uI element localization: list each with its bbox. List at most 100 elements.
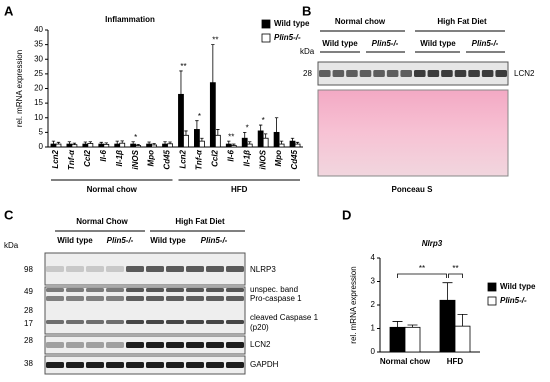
band-label: NLRP3 <box>250 265 276 274</box>
band <box>86 362 104 368</box>
x-tick-label: Cd45 <box>290 149 299 169</box>
band <box>427 70 440 77</box>
band <box>166 320 184 324</box>
band <box>66 362 84 368</box>
lane-label: Plin5-/- <box>201 236 228 245</box>
error-bar <box>56 141 61 145</box>
band <box>226 288 244 292</box>
x-tick-label: iNOS <box>258 149 267 169</box>
error-bar <box>195 120 199 130</box>
bar <box>230 145 237 148</box>
bar <box>225 143 232 148</box>
bar <box>199 140 205 148</box>
x-tick-label: Lcn2 <box>179 149 188 168</box>
error-bar <box>51 140 56 145</box>
error-bar <box>99 141 103 145</box>
x-tick-label: Il-6 <box>99 149 108 161</box>
group-label: Normal chow <box>335 17 386 26</box>
group-label: Normal chow <box>87 185 138 194</box>
band <box>66 288 84 292</box>
bar <box>162 143 168 148</box>
blot-panel <box>317 61 509 86</box>
comparison-label: ** <box>452 264 458 273</box>
band <box>146 296 164 301</box>
significance: ** <box>180 62 186 71</box>
bar <box>114 143 121 148</box>
y-tick-label: 3 <box>371 277 376 286</box>
error-bar <box>442 282 453 301</box>
error-bar <box>295 141 300 145</box>
band <box>226 296 244 301</box>
x-tick-label: Normal chow <box>380 357 431 366</box>
x-tick-label: Il-6 <box>226 149 235 161</box>
band <box>226 362 244 368</box>
bar <box>183 134 189 148</box>
band <box>346 70 358 77</box>
band <box>206 362 224 368</box>
band <box>359 70 372 77</box>
error-bar <box>263 133 268 139</box>
blot-panel <box>44 286 246 335</box>
band-label: unspec. band <box>250 285 298 294</box>
group-label: High Fat Diet <box>175 217 225 226</box>
marker-label: 98 <box>24 265 33 274</box>
y-tick-label: 10 <box>34 113 43 122</box>
bar <box>130 143 137 148</box>
error-bar <box>457 314 468 327</box>
band <box>126 296 144 301</box>
band-label: LCN2 <box>250 340 271 349</box>
unit-label: kDa <box>4 241 19 250</box>
band <box>66 266 84 272</box>
error-bar <box>274 117 279 133</box>
error-bar <box>136 143 140 146</box>
bar <box>241 137 248 148</box>
y-axis-label: rel. mRNA expression <box>15 50 24 127</box>
band <box>146 362 164 368</box>
band <box>46 320 64 324</box>
legend-swatch <box>487 296 497 306</box>
error-bar <box>211 44 215 83</box>
band <box>373 70 385 77</box>
lane-label: Plin5-/- <box>472 39 499 48</box>
blot-c: Normal Chow High Fat Diet Wild type Plin… <box>4 217 319 375</box>
bar <box>404 326 421 353</box>
lane-label: Wild type <box>420 39 456 48</box>
unit-label: kDa <box>300 47 315 56</box>
legend-label: Wild type <box>500 282 536 291</box>
band <box>46 266 64 272</box>
band <box>86 342 104 348</box>
y-tick-label: 40 <box>34 25 43 34</box>
band-label: GAPDH <box>250 360 279 369</box>
panel-label: B <box>302 3 311 18</box>
marker-label: 17 <box>24 319 33 328</box>
error-bar <box>67 141 72 145</box>
panel-label: D <box>342 207 351 222</box>
band <box>226 320 244 324</box>
band <box>186 362 204 368</box>
marker-label: 38 <box>24 359 33 368</box>
bar <box>119 142 126 148</box>
lane-label: Wild type <box>57 236 93 245</box>
bar <box>82 143 89 148</box>
error-bar <box>279 140 284 145</box>
error-bar <box>104 142 108 145</box>
significance: * <box>246 123 249 132</box>
significance: ** <box>228 132 234 141</box>
bar <box>214 134 221 148</box>
band <box>106 362 124 368</box>
band <box>386 70 399 77</box>
bar <box>71 144 78 148</box>
comparison-bracket <box>448 273 463 278</box>
bar <box>103 143 110 148</box>
error-bar <box>407 324 418 328</box>
error-bar <box>115 140 119 145</box>
significance: * <box>134 133 137 142</box>
y-tick-label: 4 <box>371 253 376 262</box>
bar <box>194 129 200 148</box>
bar <box>178 93 184 148</box>
y-tick-label: 1 <box>371 324 376 333</box>
lane-label: Plin5-/- <box>107 236 134 245</box>
y-tick-label: 15 <box>34 98 43 107</box>
x-tick-label: Tnf-α <box>195 149 204 170</box>
